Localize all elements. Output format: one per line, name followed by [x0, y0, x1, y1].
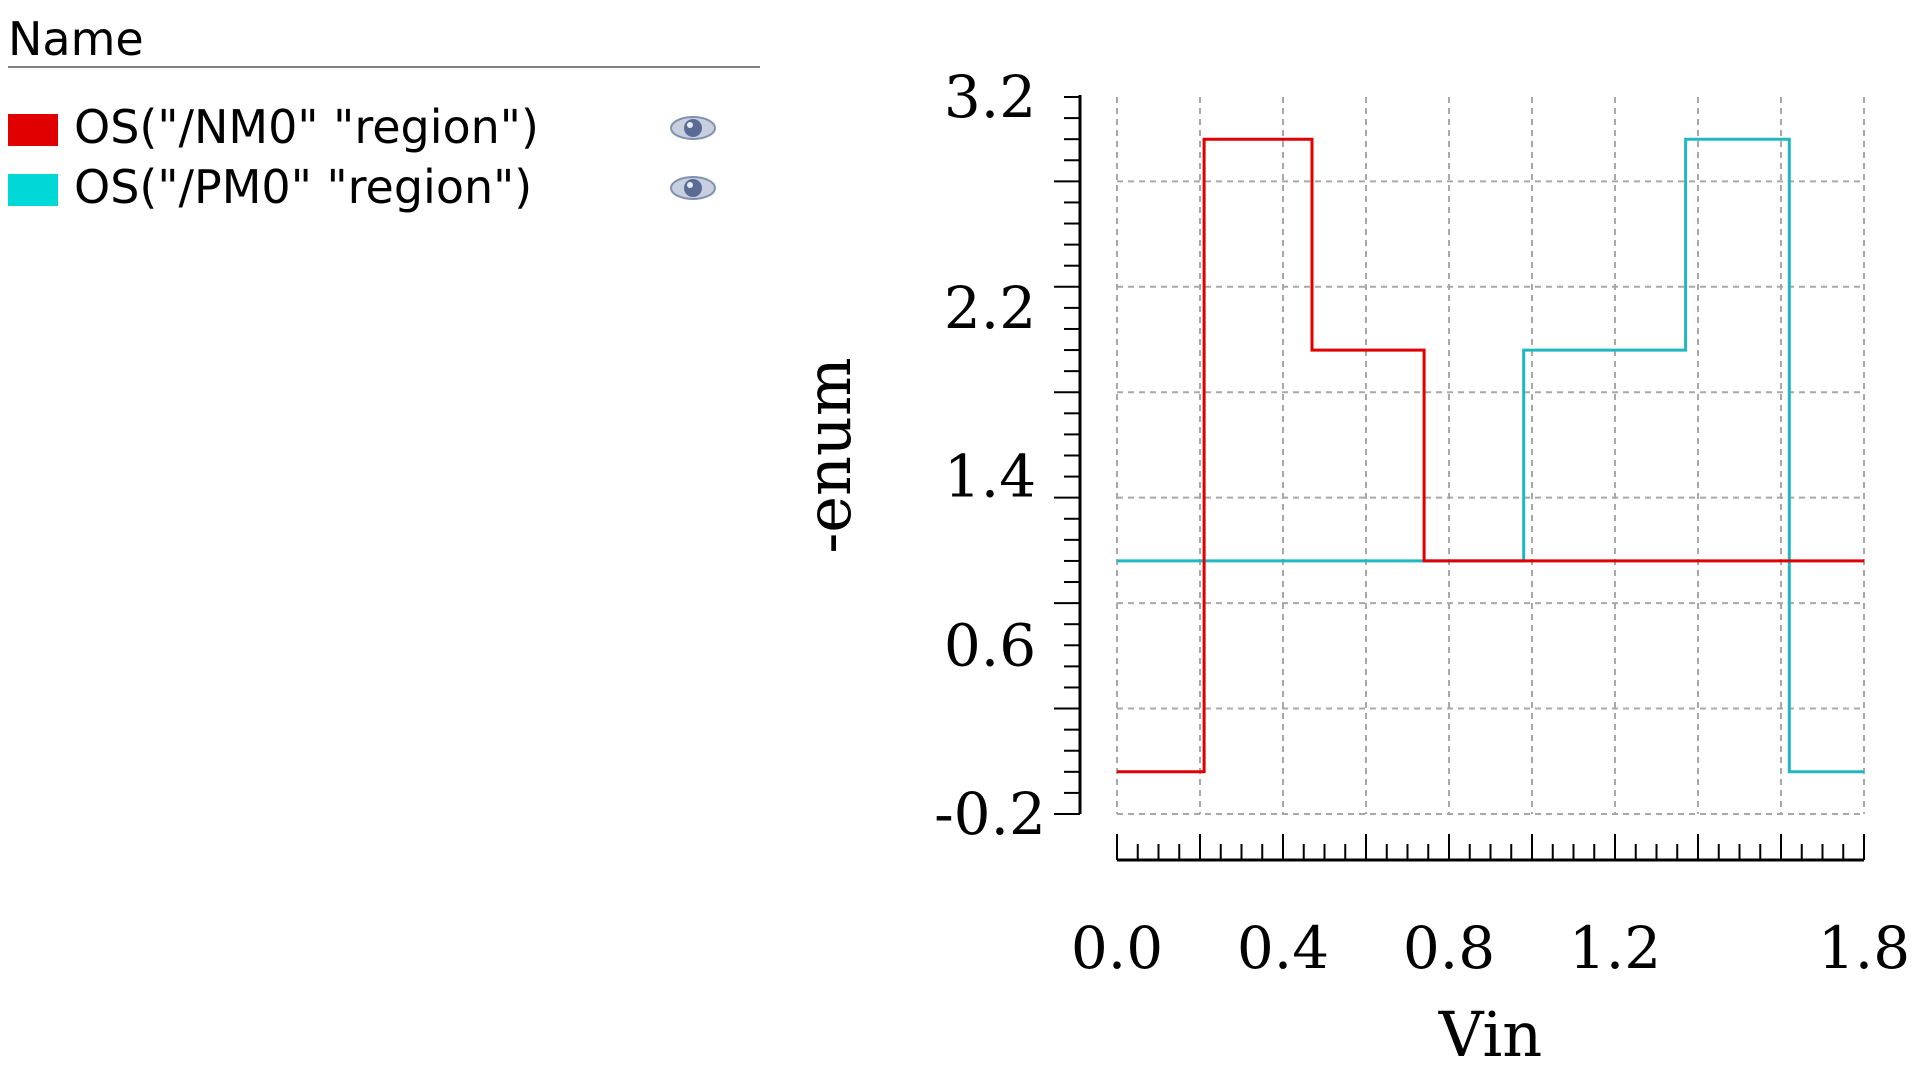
x-tick-label: 0.8: [1403, 914, 1495, 982]
y-tick-label: 2.2: [944, 274, 1036, 342]
y-tick-labels: 3.2 2.2 1.4 0.6 -0.2: [934, 63, 1046, 848]
x-tick-label: 0.0: [1071, 914, 1163, 982]
legend-label-nm0: OS("/NM0" "region"): [74, 100, 539, 154]
grid: [1116, 97, 1865, 815]
chart-area: 3.2 2.2 1.4 0.6 -0.2 0.0 0.4 0.8 1.2 1.8 Vin -en…: [760, 0, 1920, 1080]
series-layer: [1117, 137, 1864, 774]
eye-icon[interactable]: [668, 108, 718, 148]
y-tick-label: 3.2: [944, 63, 1036, 131]
x-axis-title: Vin: [1438, 998, 1542, 1071]
legend-row-pm0[interactable]: OS("/PM0" "region"): [8, 158, 758, 218]
legend-panel: Name OS("/NM0" "region") OS("/PM0" "regi…: [0, 0, 760, 1080]
x-tick-label: 0.4: [1237, 914, 1329, 982]
x-axis: [1116, 834, 1865, 862]
legend-label-pm0: OS("/PM0" "region"): [74, 160, 533, 214]
y-tick-label: 1.4: [944, 443, 1036, 511]
y-axis-title: -enum: [792, 357, 865, 553]
y-tick-label: 0.6: [944, 611, 1036, 679]
chart-svg[interactable]: 3.2 2.2 1.4 0.6 -0.2 0.0 0.4 0.8 1.2 1.8 Vin -en…: [760, 0, 1920, 1080]
legend-header-label: Name: [8, 12, 144, 66]
series-line-nm0: [1117, 137, 1864, 774]
y-tick-label: -0.2: [934, 780, 1046, 848]
legend-swatch-pm0: [8, 174, 58, 206]
legend-swatch-nm0: [8, 114, 58, 146]
series-line-pm0: [1117, 137, 1864, 774]
legend-header[interactable]: Name: [8, 8, 760, 68]
x-tick-label: 1.8: [1818, 914, 1910, 982]
x-tick-label: 1.2: [1569, 914, 1661, 982]
y-axis: [1054, 95, 1082, 815]
legend-row-nm0[interactable]: OS("/NM0" "region"): [8, 98, 758, 158]
x-tick-labels: 0.0 0.4 0.8 1.2 1.8: [1071, 914, 1910, 982]
eye-icon[interactable]: [668, 168, 718, 208]
